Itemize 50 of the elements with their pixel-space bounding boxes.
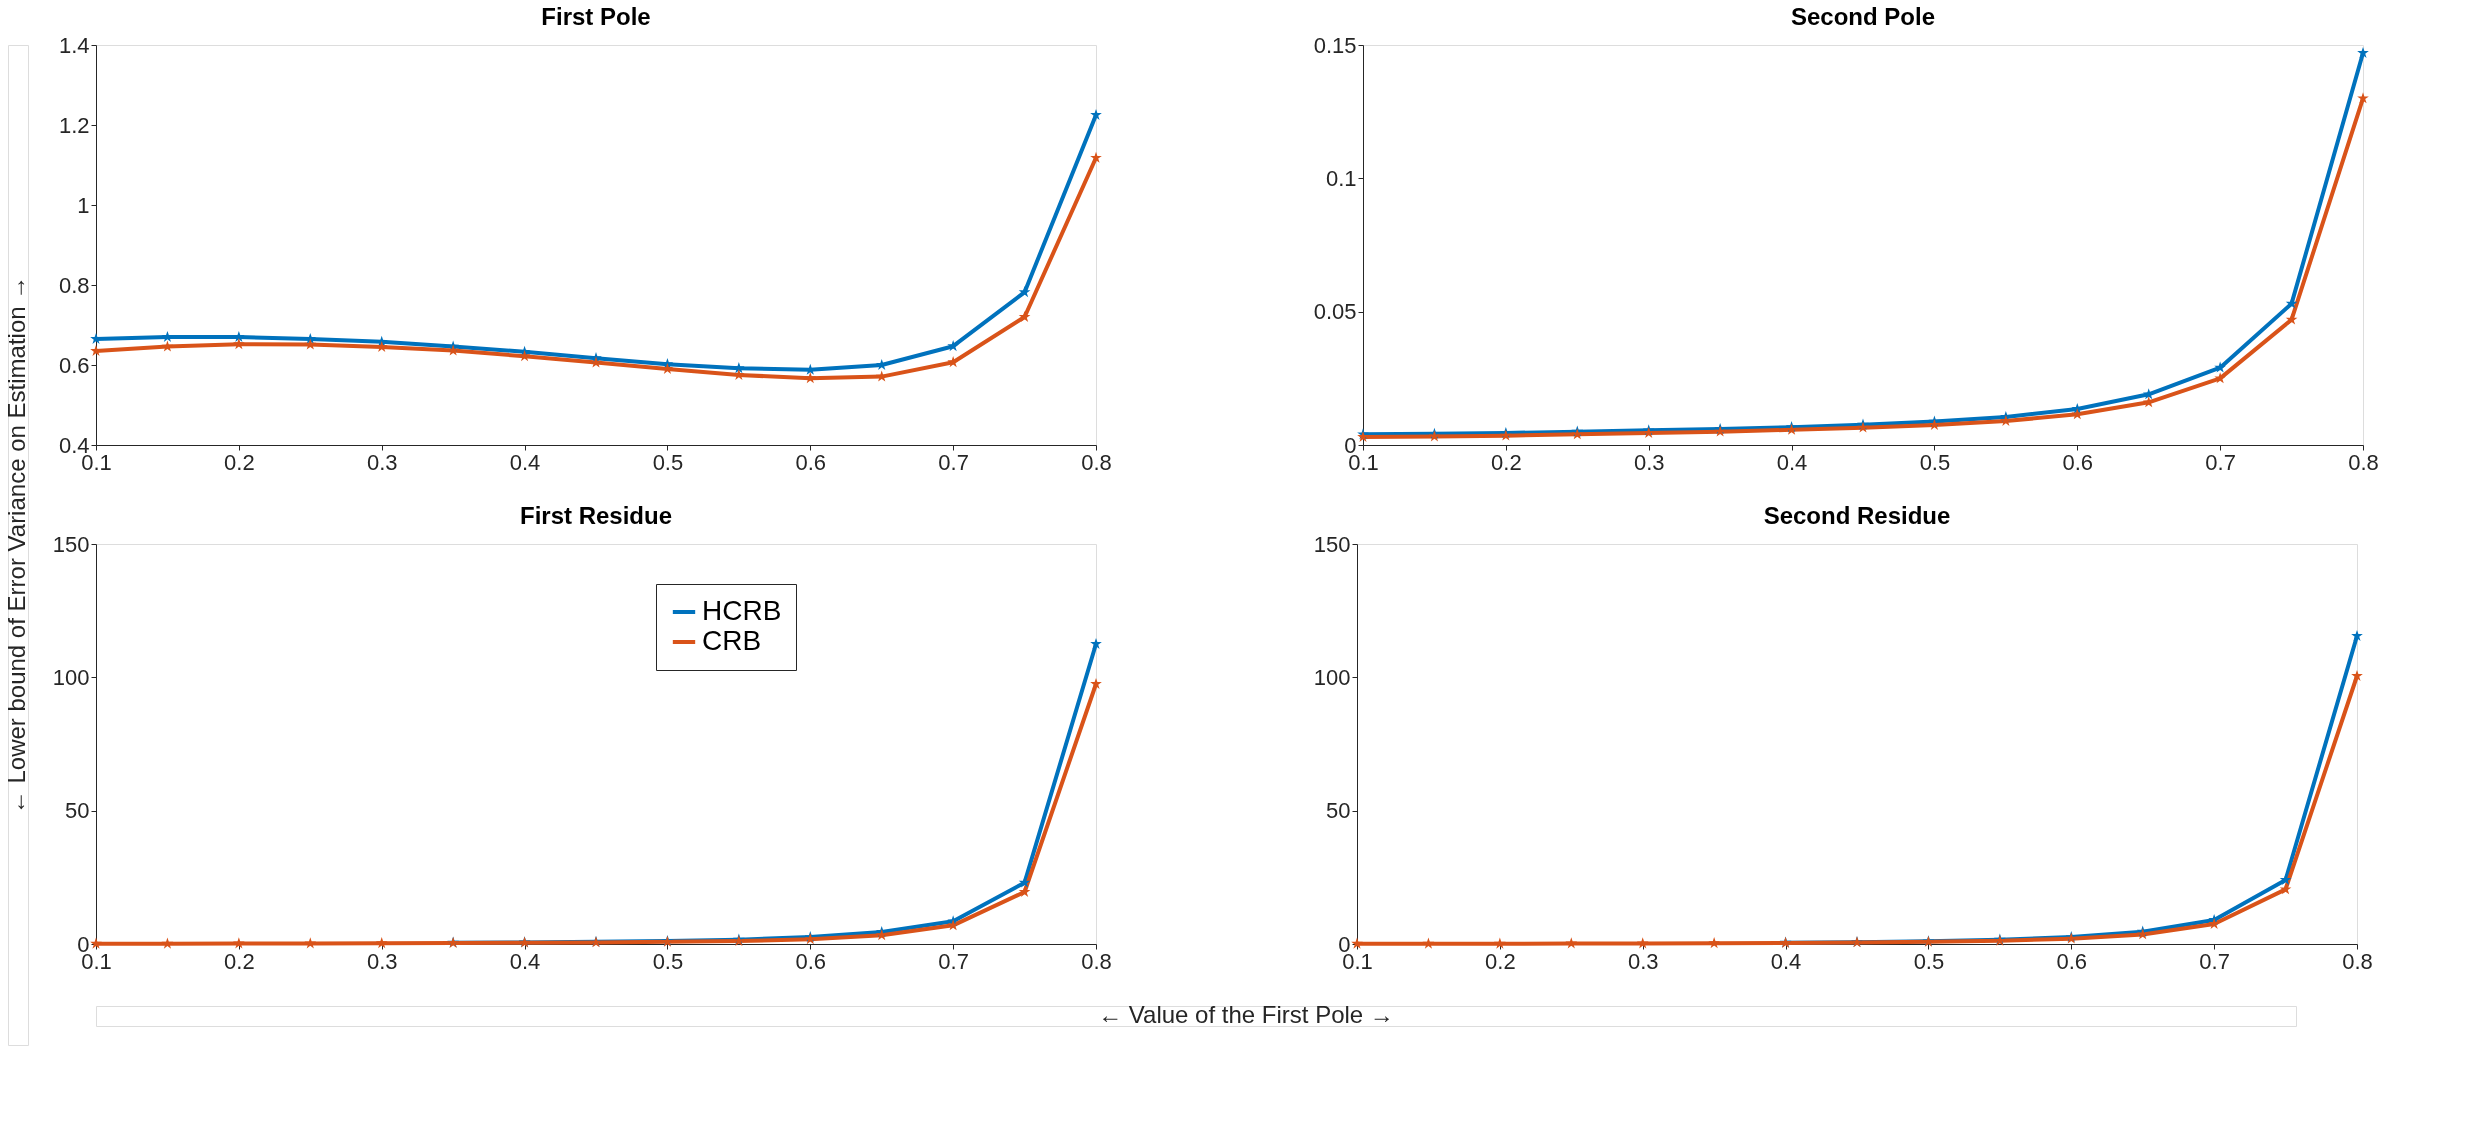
x-tick-label: 0.8	[1081, 449, 1112, 475]
y-tick-label: 150	[1313, 531, 1351, 557]
y-tick-label: 1.4	[58, 32, 90, 58]
x-tick-label: 0.6	[795, 948, 827, 974]
x-tick-label: 0.8	[1081, 948, 1112, 974]
x-tick-label: 0.7	[2205, 449, 2236, 475]
x-tick-label: 0.7	[938, 449, 969, 475]
x-tick-label: 0.2	[224, 948, 255, 974]
x-tick-label: 0.4	[1776, 449, 1808, 475]
x-tick-label: 0.5	[652, 948, 684, 974]
x-tick-label: 0.6	[2056, 948, 2088, 974]
y-tick-label: 0.05	[1313, 299, 1357, 325]
x-tick-label: 0.4	[509, 948, 541, 974]
y-tick-label: 150	[52, 531, 90, 557]
x-tick-label: 0.5	[1919, 449, 1951, 475]
chart-title: First Residue	[519, 502, 673, 529]
y-tick-label: 50	[1326, 798, 1351, 824]
y-tick-label: 0.1	[1325, 165, 1357, 191]
x-tick-label: 0.2	[224, 449, 255, 475]
y-axis-title: ← Lower bound of Error Variance on Estimation →	[3, 275, 30, 815]
chart-title: First Pole	[541, 3, 651, 30]
y-tick-label: 0.8	[58, 272, 90, 298]
x-tick-label: 0.4	[509, 449, 541, 475]
x-tick-label: 0.6	[795, 449, 827, 475]
x-tick-label: 0.4	[1770, 948, 1802, 974]
y-tick-label: 1.2	[58, 112, 90, 138]
x-tick-label: 0.8	[2342, 948, 2373, 974]
legend-label: HCRB	[702, 595, 782, 626]
legend-label: CRB	[702, 625, 762, 656]
x-tick-label: 0.3	[366, 948, 398, 974]
x-tick-label: 0.3	[366, 449, 398, 475]
y-tick-label: 100	[1313, 664, 1351, 690]
y-tick-label: 0.6	[58, 352, 90, 378]
x-tick-label: 0.6	[2062, 449, 2094, 475]
y-tick-label: 50	[65, 798, 90, 824]
x-tick-label: 0.7	[2199, 948, 2230, 974]
x-axis-title: ← Value of the First Pole →	[1098, 1001, 1394, 1028]
chart-title: Second Pole	[1790, 3, 1936, 30]
x-tick-label: 0.3	[1633, 449, 1665, 475]
x-tick-label: 0.7	[938, 948, 969, 974]
chart-title: Second Residue	[1763, 502, 1951, 529]
y-tick-label: 0.15	[1313, 32, 1357, 58]
x-tick-label: 0.3	[1627, 948, 1659, 974]
y-tick-label: 1	[77, 192, 90, 218]
x-tick-label: 0.5	[1913, 948, 1945, 974]
x-tick-label: 0.2	[1491, 449, 1522, 475]
y-tick-label: 100	[52, 664, 90, 690]
x-tick-label: 0.8	[2348, 449, 2379, 475]
x-tick-label: 0.2	[1485, 948, 1516, 974]
x-tick-label: 0.5	[652, 449, 684, 475]
